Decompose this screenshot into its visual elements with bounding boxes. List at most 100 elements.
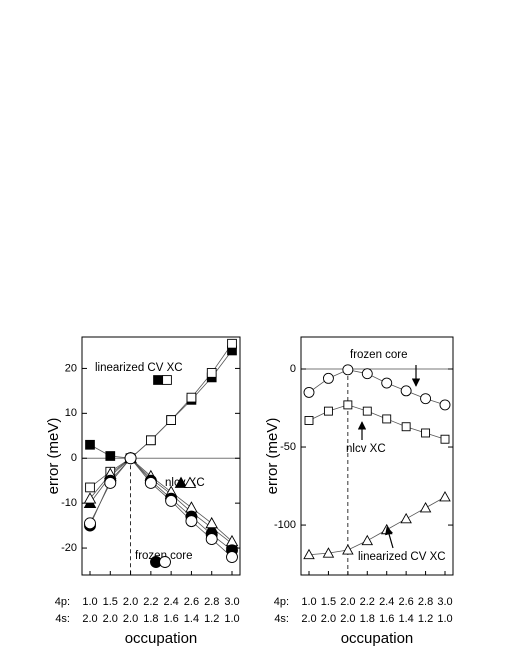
x-tick-label: 1.0 [82, 596, 97, 608]
x-tick-label-2: 1.4 [184, 613, 199, 625]
circle-marker [381, 377, 393, 389]
square-marker [304, 416, 314, 425]
square-marker [382, 414, 392, 424]
square-marker [401, 422, 411, 432]
circle-marker [84, 517, 96, 530]
triangle-marker [400, 512, 412, 524]
x-tick-label-2: 1.0 [224, 613, 239, 625]
annotation: linearized CV XC [358, 551, 446, 563]
row-label: 4s: [55, 613, 70, 625]
x-tick-label-2: 2.0 [103, 613, 118, 625]
x-tick-label: 1.5 [321, 596, 336, 608]
circle-marker [104, 476, 117, 489]
x-tick-label: 2.6 [184, 596, 199, 608]
square-marker [105, 451, 116, 461]
circle-marker [400, 385, 412, 397]
triangle-marker [342, 544, 354, 555]
triangle-marker [361, 534, 374, 546]
y-tick-label: 10 [65, 407, 77, 419]
y-tick-label: -20 [61, 542, 77, 554]
triangle-marker [83, 492, 97, 504]
square-marker [206, 368, 217, 378]
x-tick-label-2: 2.0 [321, 613, 336, 625]
row-label: 4s: [274, 613, 289, 625]
x-tick-label: 1.0 [301, 596, 316, 608]
plot-frame [300, 336, 454, 576]
circle-marker [159, 556, 171, 568]
square-marker [153, 375, 163, 385]
y-tick-label: -100 [274, 519, 296, 531]
square-marker [85, 482, 95, 493]
circle-marker [165, 494, 178, 507]
triangle-marker [183, 476, 197, 488]
x-tick-label: 2.4 [163, 596, 178, 608]
x-tick-label: 2.2 [143, 596, 158, 608]
x-tick-label: 2.8 [204, 596, 219, 608]
square-marker [227, 338, 237, 349]
square-marker [85, 439, 95, 450]
circle-marker [420, 393, 432, 405]
circle-marker [342, 364, 354, 376]
x-tick-label: 2.0 [123, 596, 138, 608]
annotation: frozen core [135, 550, 193, 562]
x-tick-label-2: 2.0 [301, 613, 316, 625]
triangle-marker [380, 523, 393, 535]
x-tick-label-2: 2.0 [82, 613, 97, 625]
x-tick-label-2: 1.6 [379, 613, 394, 625]
x-tick-label: 2.2 [360, 596, 375, 608]
annotation-arrow [385, 526, 394, 549]
square-marker [421, 428, 431, 438]
square-marker [186, 392, 197, 403]
y-tick-label: -10 [61, 497, 77, 509]
square-marker [146, 435, 156, 446]
annotation: nlcv XC [346, 443, 386, 455]
triangle-marker [439, 491, 451, 502]
square-marker [162, 375, 172, 385]
plot-frame [81, 336, 241, 576]
x-tick-label: 3.0 [224, 596, 239, 608]
triangle-marker [322, 547, 335, 558]
x-tick-label-2: 1.4 [398, 613, 413, 625]
x-tick-label: 1.5 [103, 596, 118, 608]
circle-marker [205, 533, 218, 546]
triangle-marker [303, 548, 315, 560]
annotation: linearized CV XC [95, 362, 183, 374]
circle-marker [439, 399, 451, 411]
y-tick-label: 0 [290, 363, 296, 375]
square-marker [323, 406, 333, 416]
x-tick-label-2: 1.2 [204, 613, 219, 625]
row-label: 4p: [274, 596, 289, 608]
circle-marker [124, 452, 137, 465]
circle-marker [303, 386, 315, 398]
x-tick-label-2: 1.2 [418, 613, 433, 625]
x-tick-label: 2.6 [398, 596, 413, 608]
y-tick-label: 20 [65, 362, 77, 374]
x-tick-label-2: 2.0 [123, 613, 138, 625]
x-tick-label: 3.0 [437, 596, 452, 608]
square-marker [440, 434, 450, 444]
annotation: frozen core [350, 349, 408, 361]
x-axis-label: occupation [341, 630, 414, 647]
y-tick-label: -50 [280, 441, 296, 453]
circle-marker [185, 515, 198, 528]
square-marker [343, 400, 353, 410]
triangle-marker [185, 501, 198, 513]
x-tick-label-2: 1.8 [143, 613, 158, 625]
y-axis-label: error (meV) [264, 418, 281, 495]
triangle-marker [205, 516, 218, 529]
triangle-marker [419, 501, 432, 513]
x-tick-label-2: 1.6 [163, 613, 178, 625]
circle-marker [322, 372, 334, 384]
y-axis-label: error (meV) [45, 418, 62, 495]
x-tick-label-2: 1.0 [437, 613, 452, 625]
circle-marker [144, 476, 157, 489]
square-marker [166, 415, 176, 425]
circle-marker [226, 551, 238, 563]
row-label: 4p: [55, 596, 70, 608]
square-marker [362, 406, 372, 416]
triangle-marker [174, 476, 188, 488]
x-tick-label: 2.0 [340, 596, 355, 608]
y-tick-label: 0 [71, 452, 77, 464]
x-tick-label: 2.8 [418, 596, 433, 608]
